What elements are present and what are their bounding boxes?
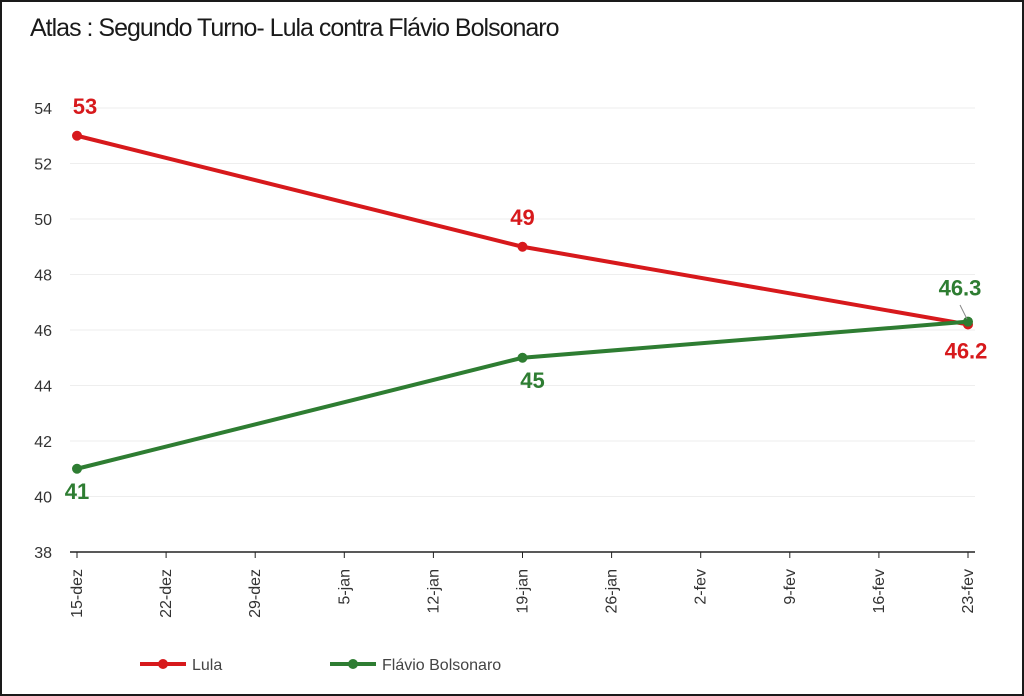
data-point <box>517 241 528 252</box>
x-tick-label: 12-jan <box>425 569 442 613</box>
x-tick-label: 26-jan <box>604 569 621 613</box>
legend: Lula Flávio Bolsonaro <box>140 657 501 674</box>
x-tick-label: 23-fev <box>960 569 977 613</box>
data-label: 46.3 <box>939 276 982 301</box>
label-leader-line <box>959 304 968 320</box>
data-point <box>963 316 973 327</box>
x-tick-label: 22-dez <box>158 569 175 618</box>
data-label: 41 <box>65 479 89 504</box>
data-labels: 53 49 46.2 41 45 46.3 <box>65 94 988 504</box>
y-tick-label: 42 <box>34 434 52 451</box>
series-line <box>76 133 969 327</box>
y-tick-label: 48 <box>34 268 52 285</box>
series-line <box>76 319 969 471</box>
x-tick-label: 19-jan <box>515 569 532 613</box>
data-point <box>517 352 528 363</box>
series-layer <box>72 130 973 474</box>
x-tick-label: 15-dez <box>69 569 86 618</box>
legend-label: Flávio Bolsonaro <box>382 657 501 674</box>
data-label: 49 <box>510 205 534 230</box>
x-tick-label: 2-fev <box>693 569 710 605</box>
legend-swatch-marker <box>348 659 358 669</box>
x-tick-label: 29-dez <box>247 569 264 618</box>
x-axis-ticks: 15-dez 22-dez 29-dez 5-jan 12-jan 19-jan 26-ja… <box>69 551 977 618</box>
chart-title: Atlas : Segundo Turno- Lula contra Flávi… <box>30 14 560 42</box>
data-label: 53 <box>73 94 97 119</box>
x-tick-label: 16-fev <box>871 569 888 613</box>
legend-label: Lula <box>192 657 222 674</box>
y-tick-label: 54 <box>34 101 52 118</box>
data-label: 46.2 <box>945 338 988 363</box>
y-tick-label: 50 <box>34 212 52 229</box>
y-tick-label: 44 <box>34 379 52 396</box>
y-tick-label: 38 <box>34 545 52 562</box>
y-tick-label: 52 <box>34 157 52 174</box>
y-tick-label: 46 <box>34 323 52 340</box>
legend-swatch-marker <box>158 659 168 669</box>
grid-lines <box>70 107 975 497</box>
data-label: 45 <box>520 368 544 393</box>
data-point <box>72 130 82 141</box>
x-tick-label: 5-jan <box>336 569 353 605</box>
data-point <box>72 463 82 474</box>
y-tick-label: 40 <box>34 490 52 507</box>
x-tick-label: 9-fev <box>782 569 799 605</box>
y-axis-ticks: 38 40 42 44 46 48 50 52 54 <box>34 101 52 562</box>
